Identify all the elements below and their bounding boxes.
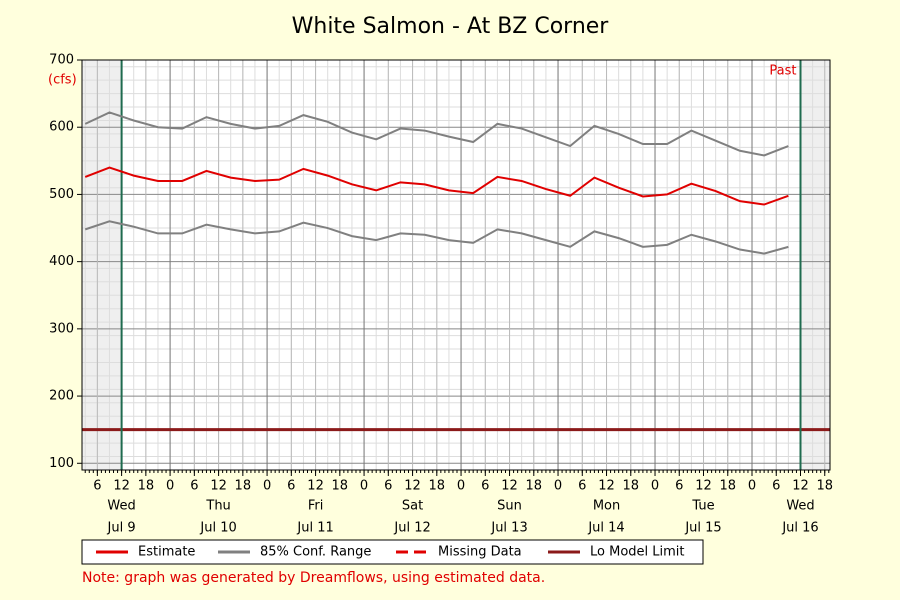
date-label: Jul 14	[587, 521, 624, 536]
x-tick-label: 6	[675, 479, 683, 494]
x-tick-label: 18	[429, 479, 446, 494]
note: Note: graph was generated by Dreamflows,…	[82, 570, 545, 586]
date-label: Jul 12	[393, 521, 430, 536]
x-tick-label: 12	[210, 479, 227, 494]
x-tick-label: 0	[748, 479, 756, 494]
conf-lower-line	[84, 220, 789, 255]
legend-label: Missing Data	[438, 545, 522, 560]
x-tick-label: 0	[554, 479, 562, 494]
x-tick-label: 6	[287, 479, 295, 494]
x-tick-label: 12	[404, 479, 421, 494]
x-tick-label: 6	[190, 479, 198, 494]
x-tick-label: 6	[93, 479, 101, 494]
chart-title: White Salmon - At BZ Corner	[292, 14, 610, 39]
day-label: Sun	[497, 499, 522, 514]
shaded-region	[800, 60, 830, 470]
day-label: Thu	[205, 499, 230, 514]
y-tick-label: 600	[49, 120, 74, 135]
legend-label: 85% Conf. Range	[260, 545, 371, 560]
x-tick-label: 18	[816, 479, 833, 494]
y-tick-label: 200	[49, 389, 74, 404]
x-tick-label: 12	[695, 479, 712, 494]
x-tick-label: 0	[457, 479, 465, 494]
plot-border	[81, 59, 831, 471]
x-tick-label: 12	[792, 479, 809, 494]
past-label: Past	[769, 64, 796, 79]
conf-upper-line	[84, 111, 789, 157]
date-label: Jul 16	[781, 521, 818, 536]
x-tick-label: 6	[384, 479, 392, 494]
x-tick-label: 12	[598, 479, 615, 494]
x-tick-label: 6	[772, 479, 780, 494]
date-label: Jul 13	[490, 521, 527, 536]
x-tick-label: 12	[113, 479, 130, 494]
day-label: Tue	[691, 499, 714, 514]
x-tick-label: 0	[651, 479, 659, 494]
x-tick-label: 12	[501, 479, 518, 494]
legend-label: Estimate	[138, 545, 195, 560]
y-tick-label: 100	[49, 456, 74, 471]
x-tick-label: 0	[263, 479, 271, 494]
legend-box	[81, 539, 704, 565]
day-label: Fri	[308, 499, 324, 514]
x-tick-label: 12	[307, 479, 324, 494]
x-tick-label: 18	[719, 479, 736, 494]
y-tick-label: 700	[49, 53, 74, 68]
x-tick-label: 0	[360, 479, 368, 494]
x-tick-label: 18	[138, 479, 155, 494]
x-tick-label: 6	[578, 479, 586, 494]
estimate-line	[84, 166, 789, 206]
x-tick-label: 18	[332, 479, 349, 494]
x-tick-label: 18	[623, 479, 640, 494]
shaded-region	[82, 60, 122, 470]
y-unit: (cfs)	[48, 73, 77, 88]
day-label: Mon	[593, 499, 620, 514]
x-tick-label: 6	[481, 479, 489, 494]
legend-label: Lo Model Limit	[590, 545, 685, 560]
day-label: Sat	[402, 499, 423, 514]
date-label: Jul 15	[684, 521, 721, 536]
date-label: Jul 10	[199, 521, 236, 536]
y-tick-label: 400	[49, 254, 74, 269]
x-tick-label: 18	[235, 479, 252, 494]
date-label: Jul 9	[107, 521, 136, 536]
date-label: Jul 11	[296, 521, 333, 536]
x-tick-label: 0	[166, 479, 174, 494]
y-tick-label: 500	[49, 187, 74, 202]
x-tick-label: 18	[526, 479, 543, 494]
y-tick-label: 300	[49, 321, 74, 336]
day-label: Wed	[786, 499, 814, 514]
day-label: Wed	[107, 499, 135, 514]
